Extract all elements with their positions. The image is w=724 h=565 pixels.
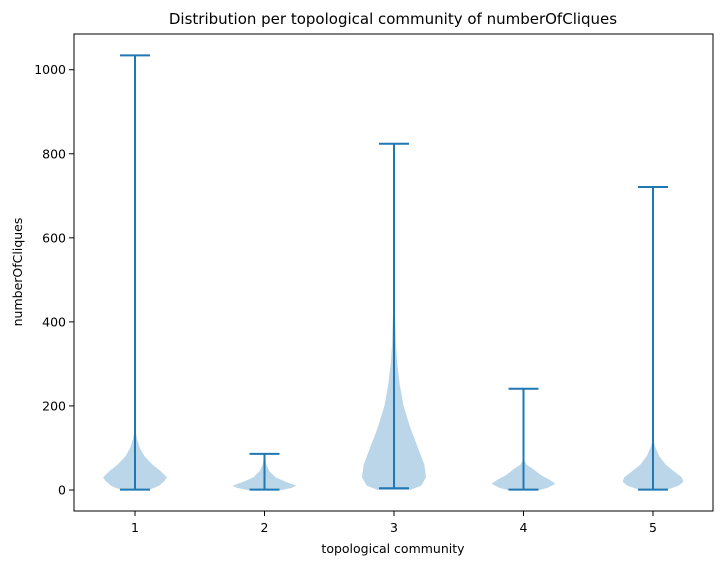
y-tick-label-1000: 1000 [34, 62, 66, 77]
x-tick-label-2: 2 [261, 520, 269, 535]
plot-frame [73, 33, 714, 512]
y-tick-label-600: 600 [42, 230, 66, 245]
y-tick-label-400: 400 [42, 314, 66, 329]
chart-title: Distribution per topological community o… [169, 10, 617, 28]
y-tick-label-200: 200 [42, 398, 66, 413]
y-axis-label: numberOfCliques [10, 218, 25, 327]
x-tick-label-5: 5 [649, 520, 657, 535]
x-axis-ticks: 1 2 3 4 5 [131, 511, 657, 535]
x-tick-label-4: 4 [520, 520, 528, 535]
x-axis-label: topological community [321, 541, 465, 556]
y-tick-label-800: 800 [42, 146, 66, 161]
x-tick-label-1: 1 [131, 520, 139, 535]
violins-group [103, 54, 684, 491]
y-axis-ticks: 0 200 400 600 800 1000 [34, 62, 74, 497]
x-tick-label-3: 3 [390, 520, 398, 535]
y-tick-label-0: 0 [58, 482, 66, 497]
